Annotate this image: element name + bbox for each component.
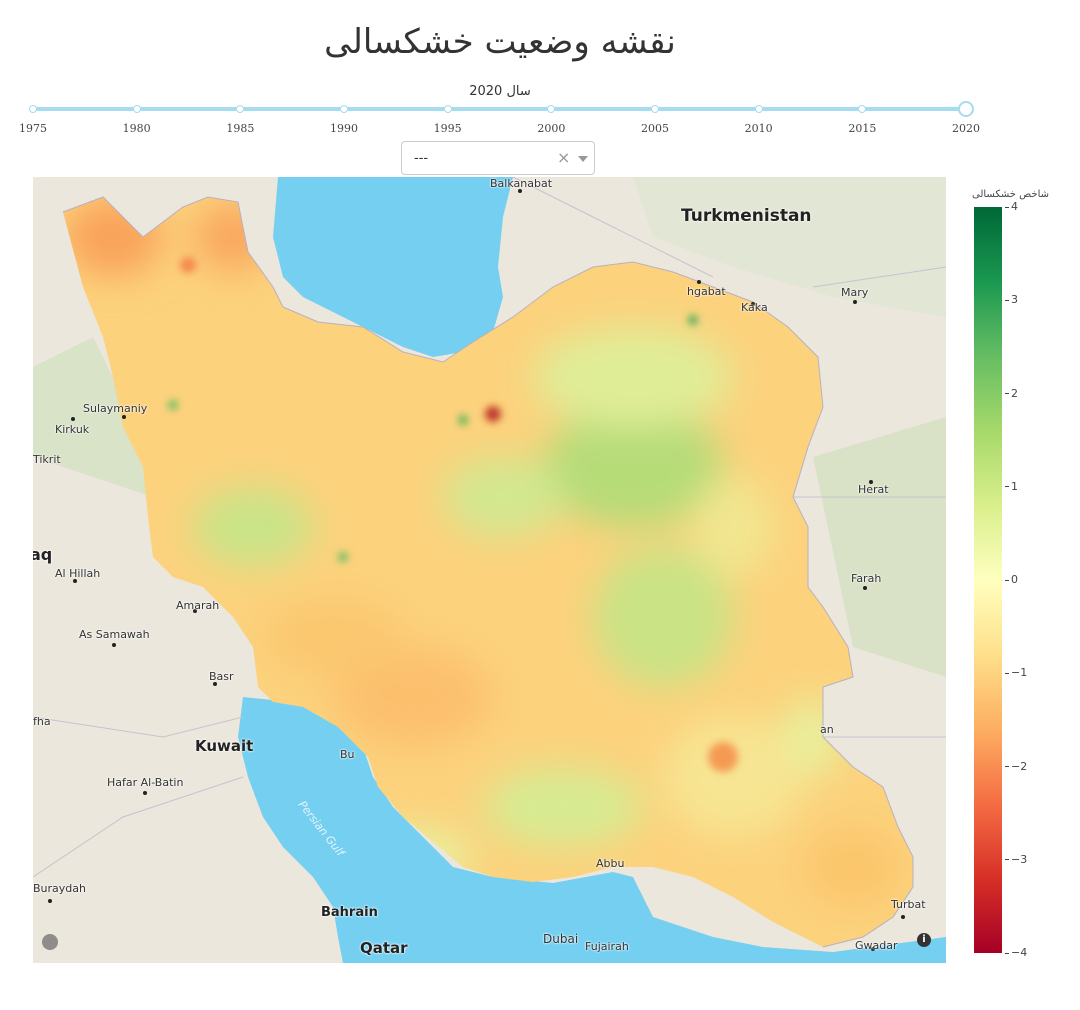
label-iraq: aq: [33, 545, 53, 564]
city-bushehr: Bu: [340, 748, 355, 761]
label-qatar: Qatar: [360, 939, 408, 957]
city-basra: Basr: [209, 670, 234, 683]
map-vegetation: [633, 177, 946, 317]
slider-stop-2010[interactable]: [754, 105, 763, 113]
slider-year-label-2010: 2010: [744, 122, 773, 135]
slider-year-label-1975: 1975: [19, 122, 47, 135]
colorbar-tick: 3: [1005, 293, 1018, 306]
page-title: نقشه وضعیت خشکسالی: [324, 22, 676, 62]
colorbar-tick: −1: [1005, 666, 1027, 679]
region-dropdown[interactable]: --- ×: [401, 141, 595, 175]
clear-icon[interactable]: ×: [557, 148, 571, 167]
city-fujairah: Fujairah: [585, 940, 629, 953]
slider-stop-2015[interactable]: [858, 105, 867, 113]
slider-year-label-1980: 1980: [122, 122, 151, 135]
info-icon[interactable]: i: [917, 933, 931, 947]
city-hafar-al-batin: Hafar Al-Batin: [107, 776, 184, 789]
year-slider[interactable]: سال 2020 1975 1980 1985 1990 1995 2000 2005 201…: [0, 80, 1000, 140]
slider-stop-1985[interactable]: [236, 105, 245, 113]
city-sulaymaniyah: Sulaymaniy: [83, 402, 148, 415]
colorbar-tick: 2: [1005, 387, 1018, 400]
slider-year-label-1995: 1995: [433, 122, 462, 135]
city-as-samawah: As Samawah: [79, 628, 150, 641]
country-borders: [33, 177, 946, 878]
persian-gulf: [238, 697, 946, 963]
city-al-hillah: Al Hillah: [55, 567, 101, 580]
city-zahedan: an: [820, 723, 834, 736]
city-dubai: Dubai: [543, 932, 579, 946]
colorbar: [974, 207, 1002, 953]
city-farah: Farah: [851, 572, 882, 585]
city-amarah: Amarah: [176, 599, 220, 612]
colorbar-tick: −4: [1005, 946, 1027, 959]
city-abu-dhabi: Abbu: [596, 857, 625, 870]
chevron-down-icon[interactable]: [578, 156, 588, 162]
map-vegetation: [33, 337, 153, 497]
slider-year-label-1990: 1990: [330, 122, 358, 135]
slider-stop-1980[interactable]: [132, 105, 141, 113]
city-mary: Mary: [841, 286, 869, 299]
label-bahrain: Bahrain: [321, 905, 378, 920]
slider-year-label-2005: 2005: [641, 122, 669, 135]
city-gwadar: Gwadar: [855, 939, 898, 952]
slider-stop-1990[interactable]: [340, 105, 348, 113]
mapbox-logo-icon[interactable]: [42, 934, 58, 950]
colorbar-tick: 4: [1005, 200, 1018, 213]
map-vegetation: [813, 417, 946, 677]
colorbar-tick: 0: [1005, 573, 1018, 586]
label-kuwait: Kuwait: [195, 737, 254, 755]
city-buraydah: Buraydah: [33, 882, 86, 895]
city-tikrit: Tikrit: [33, 453, 61, 466]
city-ashgabat: hgabat: [687, 285, 726, 298]
city-kaka: Kaka: [741, 301, 768, 314]
city-herat: Herat: [858, 483, 889, 496]
slider-year-label-1985: 1985: [226, 122, 255, 135]
slider-stop-1995[interactable]: [443, 105, 452, 113]
slider-year-label-2015: 2015: [848, 122, 877, 135]
colorbar-tick: −3: [1005, 853, 1027, 866]
map-canvas: [33, 177, 946, 963]
slider-stop-1975[interactable]: [29, 105, 37, 113]
colorbar-tick: −2: [1005, 760, 1027, 773]
slider-year-label-2020: 2020: [952, 122, 980, 135]
city-rafha: fha: [33, 715, 51, 728]
city-kirkuk: Kirkuk: [55, 423, 90, 436]
slider-track[interactable]: [33, 107, 966, 111]
slider-handle[interactable]: [958, 101, 974, 117]
city-turbat: Turbat: [891, 898, 926, 911]
colorbar-title: شاخص خشکسالی: [972, 189, 1050, 200]
label-turkmenistan: Turkmenistan: [681, 206, 812, 226]
city-balkanabat: Balkanabat: [490, 177, 553, 190]
caspian-sea: [273, 177, 513, 357]
drought-map[interactable]: Turkmenistan Kuwait Bahrain Qatar Balkan…: [33, 177, 946, 963]
slider-current-label: سال 2020: [469, 84, 531, 99]
colorbar-tick: 1: [1005, 480, 1018, 493]
dropdown-value: ---: [414, 151, 429, 166]
slider-stop-2000[interactable]: [547, 105, 556, 113]
slider-stop-2005[interactable]: [651, 105, 659, 113]
slider-year-label-2000: 2000: [537, 122, 566, 135]
